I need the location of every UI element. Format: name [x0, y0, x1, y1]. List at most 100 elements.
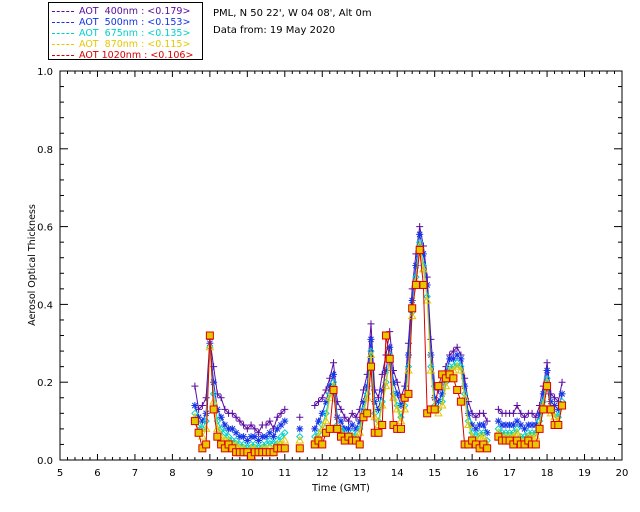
x-tick-label: 16 [466, 468, 479, 479]
data-point [359, 398, 367, 406]
data-point [329, 378, 338, 386]
data-point [255, 437, 263, 445]
data-point [337, 405, 345, 413]
data-point [191, 382, 199, 390]
legend-label-1020nm: AOT 1020nm : <0.106> [79, 50, 194, 61]
x-tick-label: 9 [207, 468, 213, 479]
data-point [378, 420, 387, 429]
data-point [221, 405, 229, 413]
data-point [453, 343, 461, 351]
x-tick-label: 14 [391, 468, 404, 479]
data-point [498, 421, 506, 429]
x-tick-label: 7 [132, 468, 138, 479]
data-point [221, 421, 229, 429]
data-point [521, 425, 529, 433]
legend-swatch-870nm [52, 44, 74, 45]
y-axis-label: Aerosol Optical Thickness [27, 204, 38, 326]
data-point [202, 440, 211, 449]
data-point [513, 402, 521, 410]
data-point [325, 393, 335, 401]
data-point [456, 397, 465, 406]
legend-swatch-400nm [52, 11, 74, 12]
data-point [449, 355, 457, 363]
data-point [243, 425, 251, 433]
data-point [377, 401, 387, 409]
data-point [251, 433, 259, 441]
data-point [483, 444, 492, 453]
data-point [539, 390, 547, 398]
data-point [352, 425, 360, 433]
data-point [509, 409, 517, 417]
data-point [453, 359, 461, 367]
data-point [277, 421, 285, 429]
data-point [318, 394, 326, 402]
data-point [385, 354, 394, 363]
data-point [321, 416, 331, 425]
series-line-2 [194, 242, 563, 450]
data-point [247, 433, 255, 441]
data-point [408, 297, 416, 305]
data-point [295, 436, 305, 444]
data-point [322, 409, 330, 418]
data-point [426, 366, 436, 374]
data-point [281, 405, 289, 413]
x-tick-label: 5 [57, 468, 63, 479]
data-point [551, 394, 559, 402]
data-point [408, 304, 417, 313]
data-point [554, 420, 563, 429]
y-tick-label: 0.8 [37, 145, 53, 156]
data-point [266, 436, 274, 445]
legend-swatch-500nm [52, 22, 74, 23]
data-point [247, 421, 255, 429]
data-point [337, 417, 345, 425]
data-point [232, 413, 240, 421]
data-point [378, 386, 386, 394]
legend-label-675nm: AOT 675nm : <0.135> [79, 28, 191, 39]
data-point [352, 413, 360, 421]
data-point [209, 405, 218, 414]
x-tick-label: 19 [578, 468, 591, 479]
data-point [479, 409, 487, 417]
data-point [236, 433, 244, 441]
data-point [449, 374, 458, 383]
legend-label-870nm: AOT 870nm : <0.115> [79, 39, 191, 50]
data-point [228, 409, 236, 417]
data-point [558, 390, 566, 398]
data-point [251, 440, 259, 449]
data-point [404, 366, 413, 374]
data-point [528, 409, 536, 417]
data-point [517, 409, 525, 417]
data-point [412, 262, 420, 269]
data-point [512, 428, 522, 436]
data-point [509, 421, 517, 429]
data-point [240, 433, 248, 441]
data-point [449, 347, 457, 355]
data-point [472, 413, 480, 421]
data-point [273, 425, 281, 433]
data-point [535, 424, 544, 433]
data-point [404, 389, 413, 398]
data-point [543, 382, 552, 391]
data-point [281, 417, 289, 425]
data-point [228, 425, 236, 433]
data-point [355, 440, 364, 449]
data-point [318, 440, 327, 449]
data-point [311, 425, 319, 433]
x-tick-label: 13 [353, 468, 366, 479]
data-point [318, 409, 326, 417]
data-point [427, 351, 435, 359]
series-line-0 [194, 226, 563, 434]
x-tick-label: 17 [503, 468, 516, 479]
data-point [194, 428, 203, 437]
data-point [396, 424, 405, 433]
data-point [212, 424, 222, 432]
x-axis-label: Time (GMT) [311, 483, 370, 494]
data-point [558, 401, 567, 410]
data-point [374, 405, 382, 413]
data-point [191, 402, 199, 410]
data-point [224, 432, 233, 441]
data-point [251, 425, 259, 433]
legend-item-500nm: AOT 500nm : <0.153> [49, 17, 204, 28]
legend-item-1020nm: AOT 1020nm : <0.106> [49, 50, 204, 61]
data-point [191, 409, 199, 418]
